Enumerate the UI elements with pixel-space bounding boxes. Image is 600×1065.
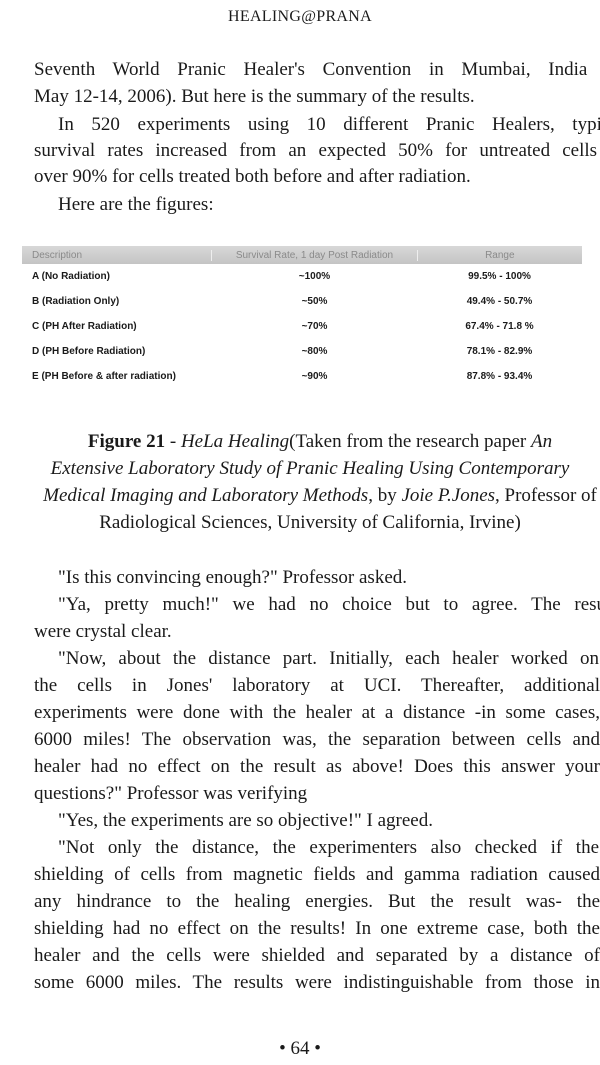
text-line: healer and the cells were shielded and s…	[34, 945, 600, 966]
page-number: • 64 •	[279, 1038, 321, 1059]
cell: 99.5% - 100%	[468, 271, 531, 282]
cell: D (PH Before Radiation)	[32, 346, 146, 357]
text-line: some 6000 miles. The results were indist…	[34, 972, 600, 993]
caption-line: Medical Imaging and Laboratory Methods, …	[20, 484, 600, 508]
header-description: Description	[32, 249, 83, 261]
header-range: Range	[485, 249, 515, 261]
cell: ~50%	[301, 296, 328, 307]
text-line: experiments were done with the healer at…	[34, 702, 600, 723]
text-line: survival rates increased from an expecte…	[34, 140, 600, 161]
figure-label: Figure 21	[87, 431, 166, 452]
text-line: healer had no effect on the result as ab…	[34, 756, 600, 777]
caption-line: Extensive Laboratory Study of Pranic Hea…	[10, 457, 600, 481]
cell: A (No Radiation)	[32, 271, 110, 282]
cell: 87.8% - 93.4%	[466, 371, 533, 382]
text-line: "Is this convincing enough?" Professor a…	[58, 567, 408, 588]
caption-text: Extensive Laboratory Study of Pranic Hea…	[50, 458, 570, 479]
text-line: May 12-14, 2006). But here is the summar…	[34, 86, 475, 107]
cell: ~100%	[298, 271, 331, 282]
text-line: the cells in Jones' laboratory at UCI. T…	[34, 675, 600, 696]
text-line: 6000 miles! The observation was, the sep…	[34, 729, 600, 750]
cell: ~80%	[301, 346, 328, 357]
cell: B (Radiation Only)	[32, 296, 120, 307]
text-line: "Yes, the experiments are so objective!"…	[58, 810, 433, 831]
text-line: "Ya, pretty much!" we had no choice but …	[58, 594, 600, 615]
text-line: any hindrance to the healing energies. B…	[34, 891, 600, 912]
caption-text: An	[530, 431, 553, 452]
text-line: shielding of cells from magnetic fields …	[34, 864, 600, 885]
results-table: Description Survival Rate, 1 day Post Ra…	[22, 246, 582, 389]
cell: C (PH After Radiation)	[32, 321, 137, 332]
cell: E (PH Before & after radiation)	[32, 371, 176, 382]
text-line: In 520 experiments using 10 different Pr…	[58, 114, 600, 135]
cell: 67.4% - 71.8 %	[465, 321, 534, 332]
text-line: were crystal clear.	[34, 621, 172, 642]
cell: ~90%	[301, 371, 328, 382]
caption-text: (Taken from the research paper	[289, 431, 531, 452]
text-line: "Now, about the distance part. Initially…	[58, 648, 599, 669]
text-line: shielding had no effect on the results! …	[34, 918, 600, 939]
caption-sep: -	[165, 431, 181, 452]
text-line: over 90% for cells treated both before a…	[34, 166, 471, 187]
caption-text: Medical Imaging and Laboratory Methods	[43, 485, 369, 506]
caption-author: Joie P.Jones	[401, 485, 496, 506]
text-line: questions?" Professor was verifying	[34, 783, 308, 804]
caption-text: , Professor of	[495, 485, 597, 506]
header-survival: Survival Rate, 1 day Post Radiation	[211, 249, 418, 261]
cell: 78.1% - 82.9%	[466, 346, 533, 357]
table-header: Description Survival Rate, 1 day Post Ra…	[22, 246, 582, 264]
table-row: E (PH Before & after radiation) ~90% 87.8%…	[22, 364, 582, 389]
running-header: HEALING@PRANA	[228, 8, 372, 25]
table-row: B (Radiation Only) ~50% 49.4% - 50.7%	[22, 289, 582, 314]
text-line: "Not only the distance, the experimenter…	[58, 837, 599, 858]
caption-title: HeLa Healing	[180, 431, 290, 452]
figure-caption: Figure 21 - HeLa Healing(Taken from the …	[20, 430, 600, 454]
text-line: Seventh World Pranic Healer's Convention…	[34, 59, 600, 80]
table-row: D (PH Before Radiation) ~80% 78.1% - 82.9%	[22, 339, 582, 364]
caption-line: Radiological Sciences, University of Cal…	[99, 512, 521, 533]
text-line: Here are the figures:	[58, 194, 214, 215]
caption-text: , by	[368, 485, 402, 506]
cell: ~70%	[301, 321, 328, 332]
table-row: C (PH After Radiation) ~70% 67.4% - 71.8 %	[22, 314, 582, 339]
table-row: A (No Radiation) ~100% 99.5% - 100%	[22, 264, 582, 289]
cell: 49.4% - 50.7%	[466, 296, 533, 307]
